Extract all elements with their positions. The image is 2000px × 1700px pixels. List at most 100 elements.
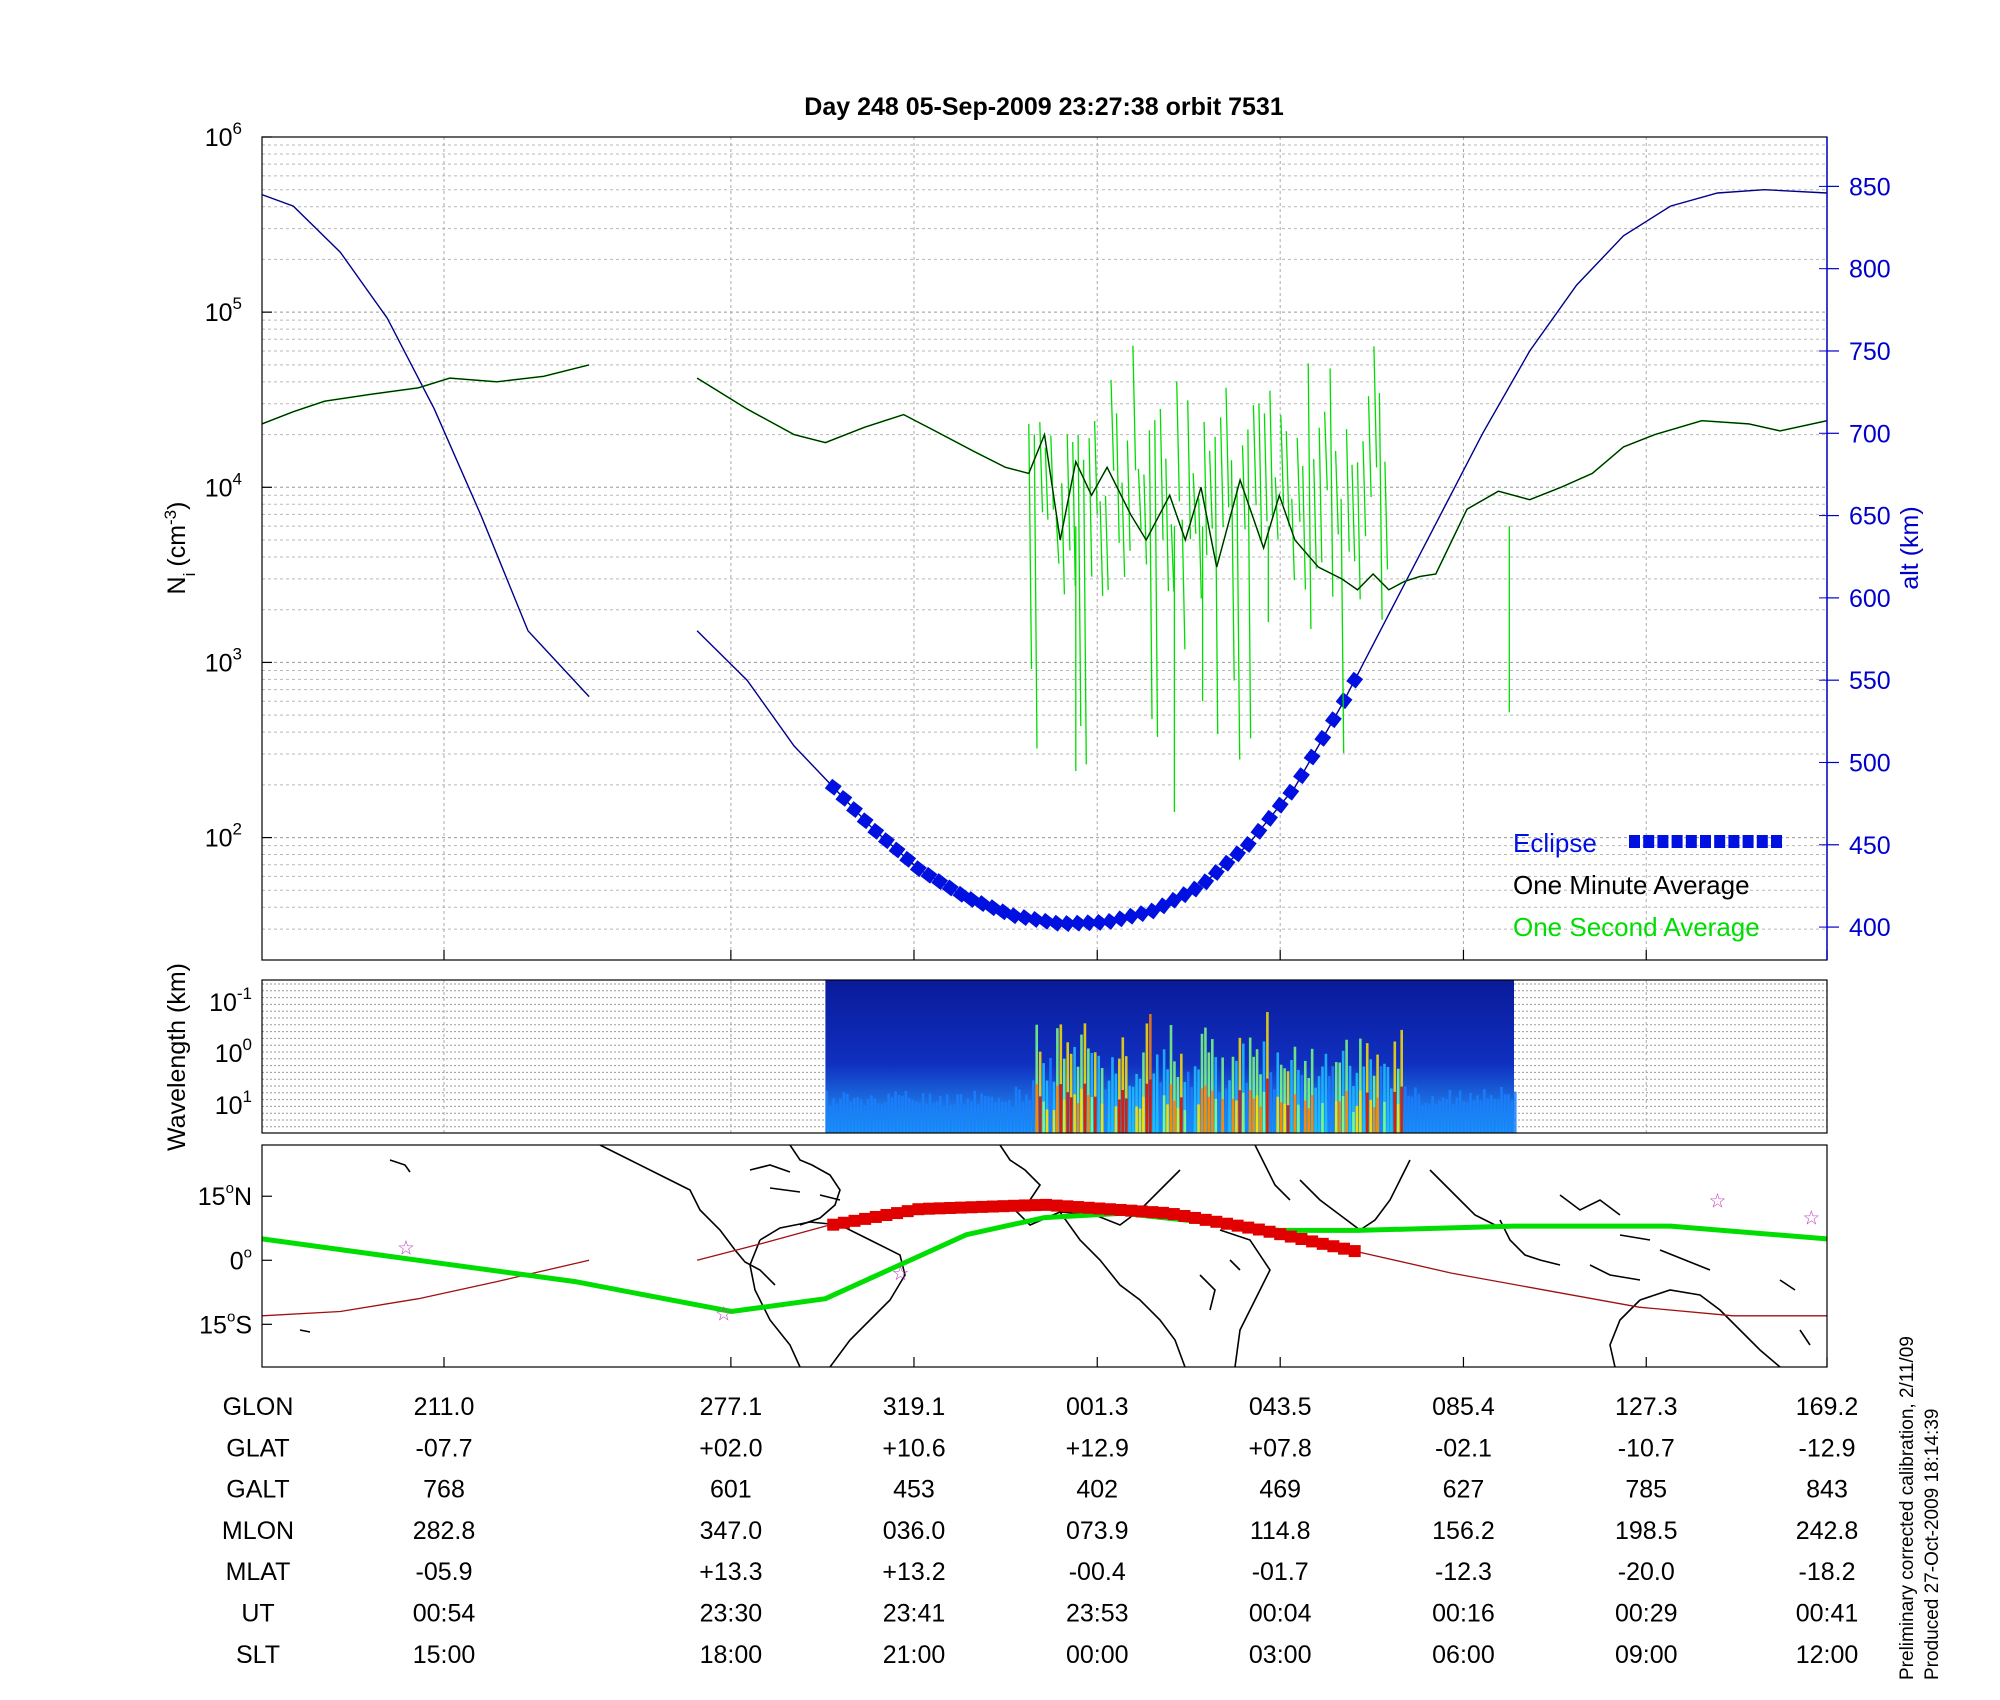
spectrogram-hot [1090, 1097, 1094, 1133]
eclipse-marker [1261, 809, 1278, 827]
ephemeris-cell: 00:29 [1615, 1600, 1678, 1628]
eclipse-marker [1058, 915, 1076, 932]
eclipse-track-marker [1135, 1205, 1148, 1218]
y-tick-base: 10 [205, 299, 233, 327]
spectrogram-column [1321, 1066, 1324, 1133]
spectrogram-column [849, 1101, 853, 1133]
spectrogram-column [828, 1105, 832, 1133]
eclipse-marker [1080, 914, 1098, 932]
eclipse-track-marker [1050, 1199, 1063, 1212]
spectrogram-hot [1365, 1092, 1369, 1133]
ephemeris-cell: 00:16 [1432, 1600, 1495, 1628]
spectrogram-column [911, 1099, 915, 1133]
eclipse-marker [1239, 835, 1257, 853]
ephemeris-cell: 09:00 [1615, 1641, 1678, 1669]
legend-eclipse-square [1714, 835, 1726, 848]
spectrogram-grid [262, 980, 1828, 1133]
spectrogram-column [1231, 1056, 1235, 1133]
spectrogram-column [1476, 1095, 1479, 1133]
eclipse-track-marker [848, 1214, 861, 1227]
spectrogram-column [1297, 1069, 1300, 1133]
y2-tick-label: 550 [1849, 667, 1891, 695]
ephemeris-cell: +13.3 [699, 1558, 762, 1586]
footprint-line [262, 1210, 1827, 1315]
ephemeris-cell: 627 [1443, 1476, 1485, 1504]
spectrogram-column [1386, 1066, 1390, 1133]
spectrogram-hot [1145, 1083, 1149, 1133]
spectrogram-column [976, 1103, 980, 1133]
spectrogram-column [1128, 1085, 1131, 1133]
star-marker: ☆ [892, 1263, 910, 1285]
spectrogram-column [1434, 1103, 1438, 1133]
spectrogram-column [1483, 1089, 1486, 1133]
spectrogram-hot [1396, 1104, 1400, 1133]
spectrogram-hot [1135, 1106, 1138, 1133]
spectrogram-hot [1307, 1108, 1311, 1133]
spectrogram-column [1314, 1087, 1317, 1133]
spectrogram-hot [1183, 1110, 1187, 1133]
spectrogram-column [1276, 1052, 1280, 1133]
spectrogram-hot [1166, 1104, 1169, 1133]
ephemeris-table: GLON 211.0 277.1 319.1 001.3 043.5 085.4 127.3 1… [222, 1393, 1858, 1669]
spectrogram-column [1238, 1037, 1242, 1133]
ephemeris-row-label: MLAT [226, 1558, 291, 1586]
spectrogram-column [880, 1103, 884, 1133]
spectrogram-column [1293, 1046, 1297, 1133]
spectrogram-hot [1279, 1102, 1283, 1133]
eclipse-marker [1112, 910, 1129, 928]
spectrogram-column [1290, 1059, 1293, 1133]
spectrogram-column [1441, 1097, 1445, 1133]
legend-eclipse-label: Eclipse [1513, 828, 1597, 858]
spectrogram-column [1059, 1024, 1063, 1133]
ephemeris-cell: +07.8 [1249, 1434, 1312, 1462]
ephemeris-cell: 601 [710, 1476, 752, 1504]
spectrogram-hot [1214, 1098, 1218, 1133]
spectrogram-column [1224, 1088, 1228, 1133]
map-markers: ☆ ☆ ☆ ☆ ☆ [397, 1191, 1820, 1326]
ephemeris-cell: -05.9 [416, 1558, 473, 1586]
chart-title: Day 248 05-Sep-2009 23:27:38 orbit 7531 [804, 93, 1284, 121]
eclipse-track-marker [1082, 1201, 1095, 1214]
eclipse-series [824, 671, 1364, 932]
spectrogram-hot [1138, 1108, 1142, 1133]
ephemeris-cell: 277.1 [700, 1393, 763, 1421]
ephemeris-cell: 00:41 [1796, 1600, 1859, 1628]
eclipse-track-marker [986, 1200, 999, 1213]
spectrogram-hot [1303, 1100, 1307, 1133]
spectrogram-column [1004, 1102, 1008, 1133]
eclipse-track-marker [880, 1209, 893, 1222]
spectrogram-column [1365, 1043, 1369, 1133]
spectrogram-column [1221, 1057, 1224, 1133]
spectrogram-column [846, 1093, 849, 1133]
spectrogram-hot [1207, 1096, 1211, 1133]
spectrogram-column [897, 1095, 901, 1133]
eclipse-track-marker [1316, 1237, 1329, 1250]
spectrogram-column [935, 1101, 939, 1133]
spectrogram-hot [1400, 1086, 1403, 1133]
y-tick-exp: 2 [233, 820, 242, 839]
spectrogram-column [945, 1094, 949, 1133]
legend-eclipse-square [1756, 835, 1768, 848]
y-tick-exp: 0 [243, 1035, 252, 1054]
spectrogram-hot [1359, 1090, 1362, 1133]
star-marker: ☆ [1802, 1208, 1820, 1230]
eclipse-track-marker [1146, 1206, 1159, 1219]
spectrogram-y-tick-label: 100 [215, 1035, 252, 1068]
eclipse-track-marker [1189, 1211, 1202, 1224]
star-marker: ☆ [397, 1237, 415, 1259]
spectrogram-column [1283, 1068, 1286, 1133]
spectrogram-column [1352, 1086, 1355, 1133]
spectrogram-hot [1242, 1092, 1245, 1133]
eclipse-marker [1133, 905, 1151, 923]
lat-hemisphere: S [235, 1311, 252, 1339]
eclipse-track-marker [1029, 1199, 1042, 1212]
spectrogram-column [1376, 1054, 1379, 1133]
eclipse-track-marker [1220, 1217, 1233, 1230]
eclipse-marker [1282, 783, 1300, 801]
ephemeris-cell: 453 [893, 1476, 935, 1504]
spectrogram-frame [261, 979, 1828, 1134]
spectrogram-column [908, 1097, 911, 1133]
spectrogram-column [918, 1102, 921, 1133]
ephemeris-cell: 085.4 [1432, 1393, 1495, 1421]
y2-tick-label: 850 [1849, 173, 1891, 201]
